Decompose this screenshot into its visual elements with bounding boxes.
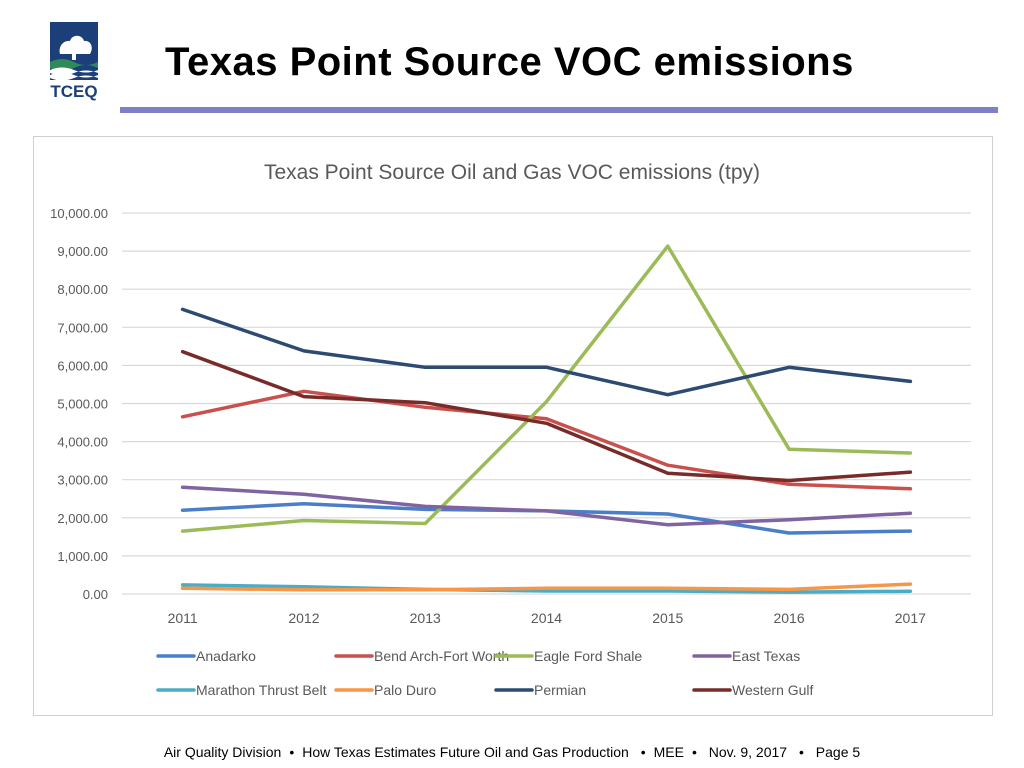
y-tick-label: 1,000.00	[57, 549, 108, 564]
series-lines	[180, 244, 913, 594]
logo-tree-icon	[59, 35, 92, 54]
footer-venue: MEE	[653, 744, 684, 760]
y-axis-ticks: 0.00 1,000.00 2,000.00 3,000.00 4,000.00 5,00…	[50, 206, 108, 602]
legend: Anadarko Bend Arch-Fort Worth Eagle Ford S…	[156, 648, 814, 698]
footer-page: Page 5	[815, 744, 861, 760]
x-tick-label: 2016	[773, 610, 804, 626]
legend-label-permian: Permian	[534, 682, 586, 698]
footer-talk: How Texas Estimates Future Oil and Gas P…	[302, 744, 629, 760]
y-tick-label: 8,000.00	[57, 282, 108, 297]
logo-wave-2	[50, 72, 98, 81]
series-line-east-texas	[180, 485, 913, 527]
x-tick-label: 2017	[895, 610, 926, 626]
legend-label-marathon-thrust-belt: Marathon Thrust Belt	[196, 682, 327, 698]
legend-label-western-gulf: Western Gulf	[732, 682, 814, 698]
footer: Air Quality Division • How Texas Estimates…	[0, 744, 1024, 760]
tceq-logo: TCEQ	[50, 22, 98, 101]
x-tick-label: 2013	[410, 610, 441, 626]
series-line-western-gulf	[180, 349, 913, 483]
chart-title: Texas Point Source Oil and Gas VOC emiss…	[264, 161, 760, 184]
y-tick-label: 9,000.00	[57, 244, 108, 259]
footer-separator: •	[289, 744, 295, 760]
y-tick-label: 4,000.00	[57, 435, 108, 450]
y-tick-label: 3,000.00	[57, 473, 108, 488]
series-line-permian	[180, 307, 913, 397]
series-line-bend-arch-fort-worth	[180, 389, 913, 491]
legend-label-east-texas: East Texas	[732, 648, 800, 664]
y-tick-label: 5,000.00	[57, 397, 108, 412]
legend-label-anadarko: Anadarko	[196, 648, 256, 664]
series-line-marathon-thrust-belt	[180, 583, 913, 594]
logo-text: TCEQ	[50, 82, 97, 101]
slide-title: Texas Point Source VOC emissions	[165, 40, 854, 84]
chart-frame: Texas Point Source Oil and Gas VOC emiss…	[33, 136, 993, 716]
x-axis-ticks: 2011 2012 2013 2014 2015 2016 2017	[168, 610, 927, 626]
series-line-eagle-ford-shale	[180, 244, 913, 533]
series-line-palo-duro	[180, 582, 913, 592]
y-tick-label: 7,000.00	[57, 320, 108, 335]
y-tick-label: 0.00	[83, 587, 108, 602]
x-tick-label: 2014	[531, 610, 562, 626]
line-chart: Texas Point Source Oil and Gas VOC emiss…	[50, 161, 971, 698]
footer-separator: •	[640, 744, 646, 760]
footer-division: Air Quality Division	[163, 744, 282, 760]
legend-label-eagle-ford-shale: Eagle Ford Shale	[534, 648, 642, 664]
footer-separator: •	[691, 744, 697, 760]
footer-separator: •	[798, 744, 804, 760]
legend-label-bend-arch-fort-worth: Bend Arch-Fort Worth	[374, 648, 509, 664]
logo-trunk	[72, 52, 76, 60]
x-tick-label: 2012	[288, 610, 319, 626]
footer-date: Nov. 9, 2017	[708, 744, 788, 760]
x-tick-label: 2011	[168, 610, 198, 626]
x-tick-label: 2015	[652, 610, 683, 626]
y-tick-label: 6,000.00	[57, 358, 108, 373]
y-tick-label: 2,000.00	[57, 511, 108, 526]
legend-label-palo-duro: Palo Duro	[374, 682, 436, 698]
y-tick-label: 10,000.00	[50, 206, 108, 221]
title-rule	[120, 107, 998, 113]
